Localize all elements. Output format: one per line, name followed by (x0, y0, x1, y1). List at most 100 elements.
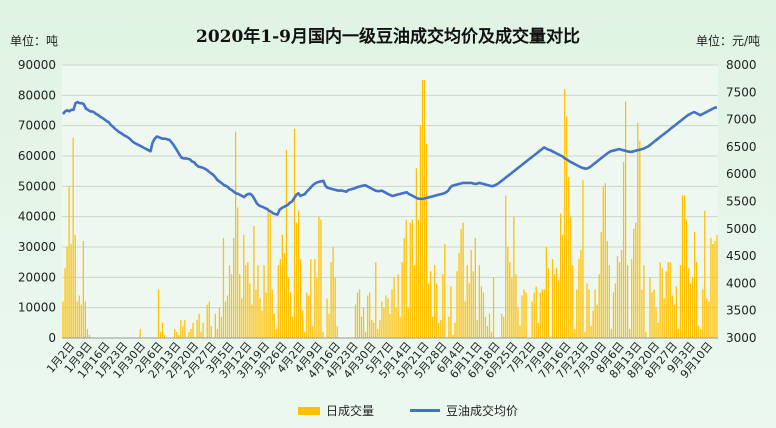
bar (547, 268, 550, 338)
bar (316, 277, 318, 338)
bar (474, 237, 476, 338)
bar (421, 80, 424, 339)
bar (675, 286, 677, 338)
bar (261, 310, 263, 338)
bar (452, 334, 454, 338)
y-left-tick-label: 10000 (18, 301, 56, 315)
bar (320, 219, 322, 338)
bar (476, 319, 478, 338)
bar (259, 298, 261, 338)
legend-label-volume: 日成交量 (326, 404, 375, 418)
bar (576, 289, 578, 338)
bar (188, 331, 190, 338)
bar (423, 80, 426, 339)
bar (649, 277, 651, 338)
bar (198, 313, 200, 338)
bar (429, 271, 432, 338)
bar (539, 292, 541, 338)
bar (537, 322, 539, 338)
bar (277, 265, 279, 338)
bar (480, 286, 483, 338)
bar (696, 262, 698, 338)
bar (218, 307, 221, 338)
bar (691, 277, 694, 338)
bar (683, 195, 686, 338)
bar (564, 89, 566, 339)
bar (397, 274, 399, 338)
bar (88, 334, 91, 338)
bar (80, 304, 82, 338)
bar (243, 234, 245, 338)
bar (710, 237, 712, 338)
bar (454, 322, 456, 338)
bar (677, 328, 680, 338)
bar (525, 292, 527, 338)
bar (606, 240, 608, 338)
bar (622, 162, 625, 338)
bar (399, 316, 401, 338)
bar (295, 222, 298, 338)
bar (379, 319, 381, 338)
bar (523, 289, 525, 338)
bar (667, 262, 669, 338)
bar (312, 325, 314, 338)
bar (661, 268, 663, 338)
bar (425, 143, 428, 338)
bar (415, 168, 418, 338)
bar (273, 313, 275, 338)
bar (712, 243, 714, 338)
bar (572, 265, 574, 338)
y-right-tick-label: 7000 (726, 113, 757, 127)
y-right-tick-label: 5000 (726, 222, 757, 236)
bar (618, 262, 621, 338)
legend-bar-swatch (298, 406, 320, 415)
bar (293, 128, 296, 338)
bar (403, 237, 405, 338)
bar (427, 283, 430, 338)
y-left-tick-label: 20000 (18, 270, 56, 284)
bar (466, 265, 468, 338)
bar (373, 322, 375, 338)
bar (64, 268, 66, 338)
bar (511, 277, 513, 338)
bar (553, 274, 556, 338)
bar (263, 265, 265, 338)
bar (332, 247, 334, 338)
bar (629, 328, 631, 338)
bar (436, 283, 438, 338)
bar (531, 301, 533, 338)
bar (488, 313, 491, 338)
legend-item-volume: 日成交量 (298, 402, 374, 419)
bar (241, 298, 243, 338)
bar (314, 259, 316, 338)
bar (334, 277, 336, 338)
bar (358, 289, 361, 338)
bar (287, 277, 290, 338)
bar (478, 265, 480, 338)
bar (602, 186, 604, 338)
bar (598, 274, 600, 338)
bar (562, 234, 564, 338)
bar (659, 262, 661, 338)
y-left-tick-label: 0 (48, 331, 56, 345)
bar (610, 328, 613, 338)
bar (679, 265, 682, 338)
bar (432, 316, 434, 338)
bar (163, 334, 166, 338)
bar (389, 313, 391, 338)
bar (180, 319, 182, 338)
chart-title: 2020年1-9月国内一级豆油成交均价及成交量对比 (195, 27, 581, 47)
y-right-tick-label: 6000 (726, 167, 757, 181)
bar (704, 210, 706, 338)
y-right-tick-label: 4500 (726, 249, 757, 263)
bar (407, 307, 409, 338)
bar (681, 195, 684, 338)
bar (235, 131, 237, 338)
bar (592, 310, 594, 338)
bar (326, 298, 328, 338)
bar (490, 331, 493, 338)
legend: 日成交量 豆油成交均价 (0, 402, 776, 420)
bar (409, 222, 411, 338)
y-left-tick-label: 30000 (18, 240, 56, 254)
